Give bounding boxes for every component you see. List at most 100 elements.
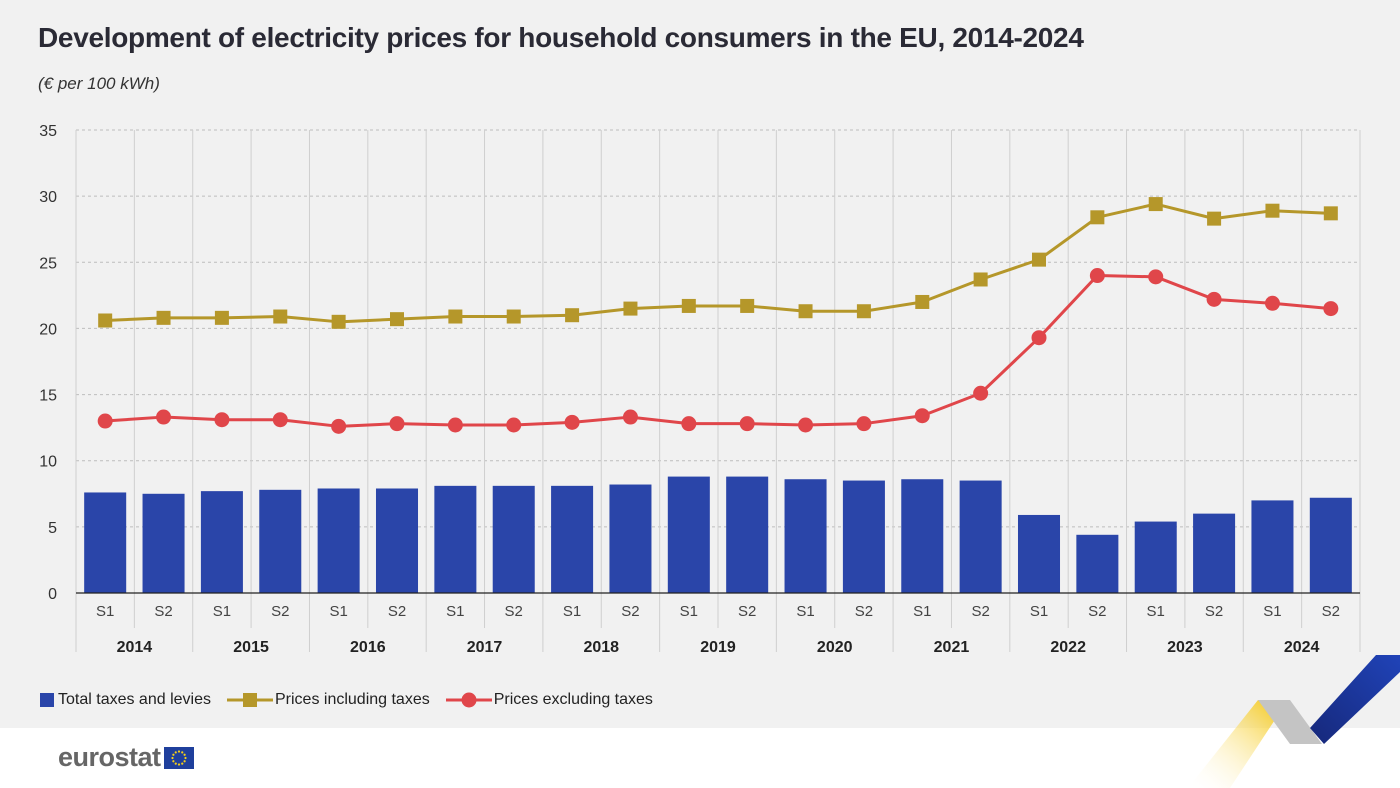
y-tick-label: 20 [39,321,57,338]
x-half-label: S1 [96,603,114,620]
point-prices-incl-taxes [1207,211,1222,226]
bar-total-taxes [609,484,652,593]
point-prices-incl-taxes [681,298,696,313]
bar-total-taxes [434,485,477,593]
x-year-label: 2020 [817,639,853,656]
bar-total-taxes [259,489,302,593]
point-prices-excl-taxes [914,408,930,424]
bar-total-taxes [84,492,127,593]
x-half-label: S1 [329,603,347,620]
bar-total-taxes [726,476,769,593]
y-tick-label: 25 [39,255,57,272]
x-half-label: S1 [1030,603,1048,620]
point-prices-incl-taxes [1265,203,1280,218]
point-prices-excl-taxes [1148,269,1164,285]
legend-line-square-icon [226,693,273,707]
bar-total-taxes [142,493,185,593]
point-prices-excl-taxes [798,417,814,433]
point-prices-excl-taxes [331,418,347,434]
point-prices-excl-taxes [622,409,638,425]
x-half-label: S2 [271,603,289,620]
point-prices-excl-taxes [447,417,463,433]
point-prices-incl-taxes [448,309,463,324]
bar-total-taxes [1017,514,1061,593]
point-prices-excl-taxes [1264,295,1280,311]
point-prices-incl-taxes [623,301,638,316]
y-tick-label: 0 [48,586,57,603]
point-prices-incl-taxes [98,313,113,328]
point-prices-excl-taxes [564,414,580,430]
x-year-label: 2022 [1050,639,1086,656]
line-prices-incl-taxes [105,202,1331,324]
legend-label: Prices including taxes [274,691,430,708]
bar-total-taxes [551,485,594,593]
legend-label: Prices excluding taxes [493,691,653,708]
axes: 0 5 10 15 20 25 30 35 S1 S2 S1 S2 S1 S2 S1 S2 S1 S2 S1 S2 S1… [39,123,1360,656]
x-half-label: S2 [1088,603,1106,620]
point-prices-excl-taxes [739,416,755,432]
bar-total-taxes [1134,521,1177,593]
point-prices-incl-taxes [856,304,871,319]
point-prices-excl-taxes [272,412,288,428]
legend-item-total-taxes: Total taxes and levies [38,690,211,710]
x-half-label: S2 [1205,603,1223,620]
x-half-label: S1 [213,603,231,620]
point-prices-incl-taxes [565,308,580,323]
x-half-label: S2 [154,603,172,620]
bar-total-taxes [667,476,710,593]
y-tick-label: 5 [48,520,57,537]
x-half-label: S2 [621,603,639,620]
point-prices-incl-taxes [915,294,930,309]
bar-total-taxes [492,485,535,593]
point-prices-incl-taxes [798,304,813,319]
grid-lines [75,129,1361,652]
bar-total-taxes [1193,513,1236,593]
y-tick-label: 35 [39,123,57,140]
x-year-label: 2019 [700,639,736,656]
x-year-label: 2017 [467,639,503,656]
x-half-label: S1 [1147,603,1165,620]
y-tick-label: 10 [39,454,57,471]
point-prices-excl-taxes [973,385,989,401]
x-half-label: S1 [913,603,931,620]
bar-total-taxes [317,488,360,593]
x-half-label: S2 [855,603,873,620]
point-prices-excl-taxes [681,416,697,432]
x-half-label: S1 [796,603,814,620]
point-prices-incl-taxes [740,298,755,313]
y-tick-label: 15 [39,388,57,405]
x-half-label: S1 [1263,603,1281,620]
x-year-label: 2024 [1284,639,1320,656]
point-prices-excl-taxes [389,416,405,432]
x-half-label: S2 [1322,603,1340,620]
legend-item-prices-incl-taxes: Prices including taxes [225,690,430,710]
x-half-label: S1 [446,603,464,620]
x-half-label: S2 [738,603,756,620]
chart-area: 0 5 10 15 20 25 30 35 S1 S2 S1 S2 S1 S2 S1 S2 S1 S2 S1 S2 S1… [39,123,1361,656]
bar-total-taxes [1076,534,1119,593]
point-prices-excl-taxes [1089,268,1105,284]
line-series-prices-incl-taxes [98,197,1338,329]
x-half-label: S2 [505,603,523,620]
legend: Total taxes and levies Prices including … [38,688,667,712]
point-prices-incl-taxes [1090,210,1105,225]
eu-flag-icon [163,746,194,769]
point-prices-incl-taxes [273,309,288,324]
point-prices-excl-taxes [1031,330,1047,346]
bar-series-total-taxes [84,476,1352,593]
point-prices-incl-taxes [1148,197,1163,212]
x-year-label: 2014 [117,639,153,656]
chart-subtitle: (€ per 100 kWh) [38,74,160,93]
point-prices-excl-taxes [97,413,113,429]
x-half-label: S2 [971,603,989,620]
point-prices-incl-taxes [331,314,346,329]
point-prices-incl-taxes [214,310,229,325]
y-tick-label: 30 [39,189,57,206]
x-year-label: 2021 [934,639,970,656]
bar-total-taxes [784,479,827,593]
bar-total-taxes [1309,497,1352,593]
point-prices-excl-taxes [856,416,872,432]
point-prices-incl-taxes [390,312,404,327]
x-year-label: 2018 [583,639,619,656]
point-prices-incl-taxes [973,272,988,287]
